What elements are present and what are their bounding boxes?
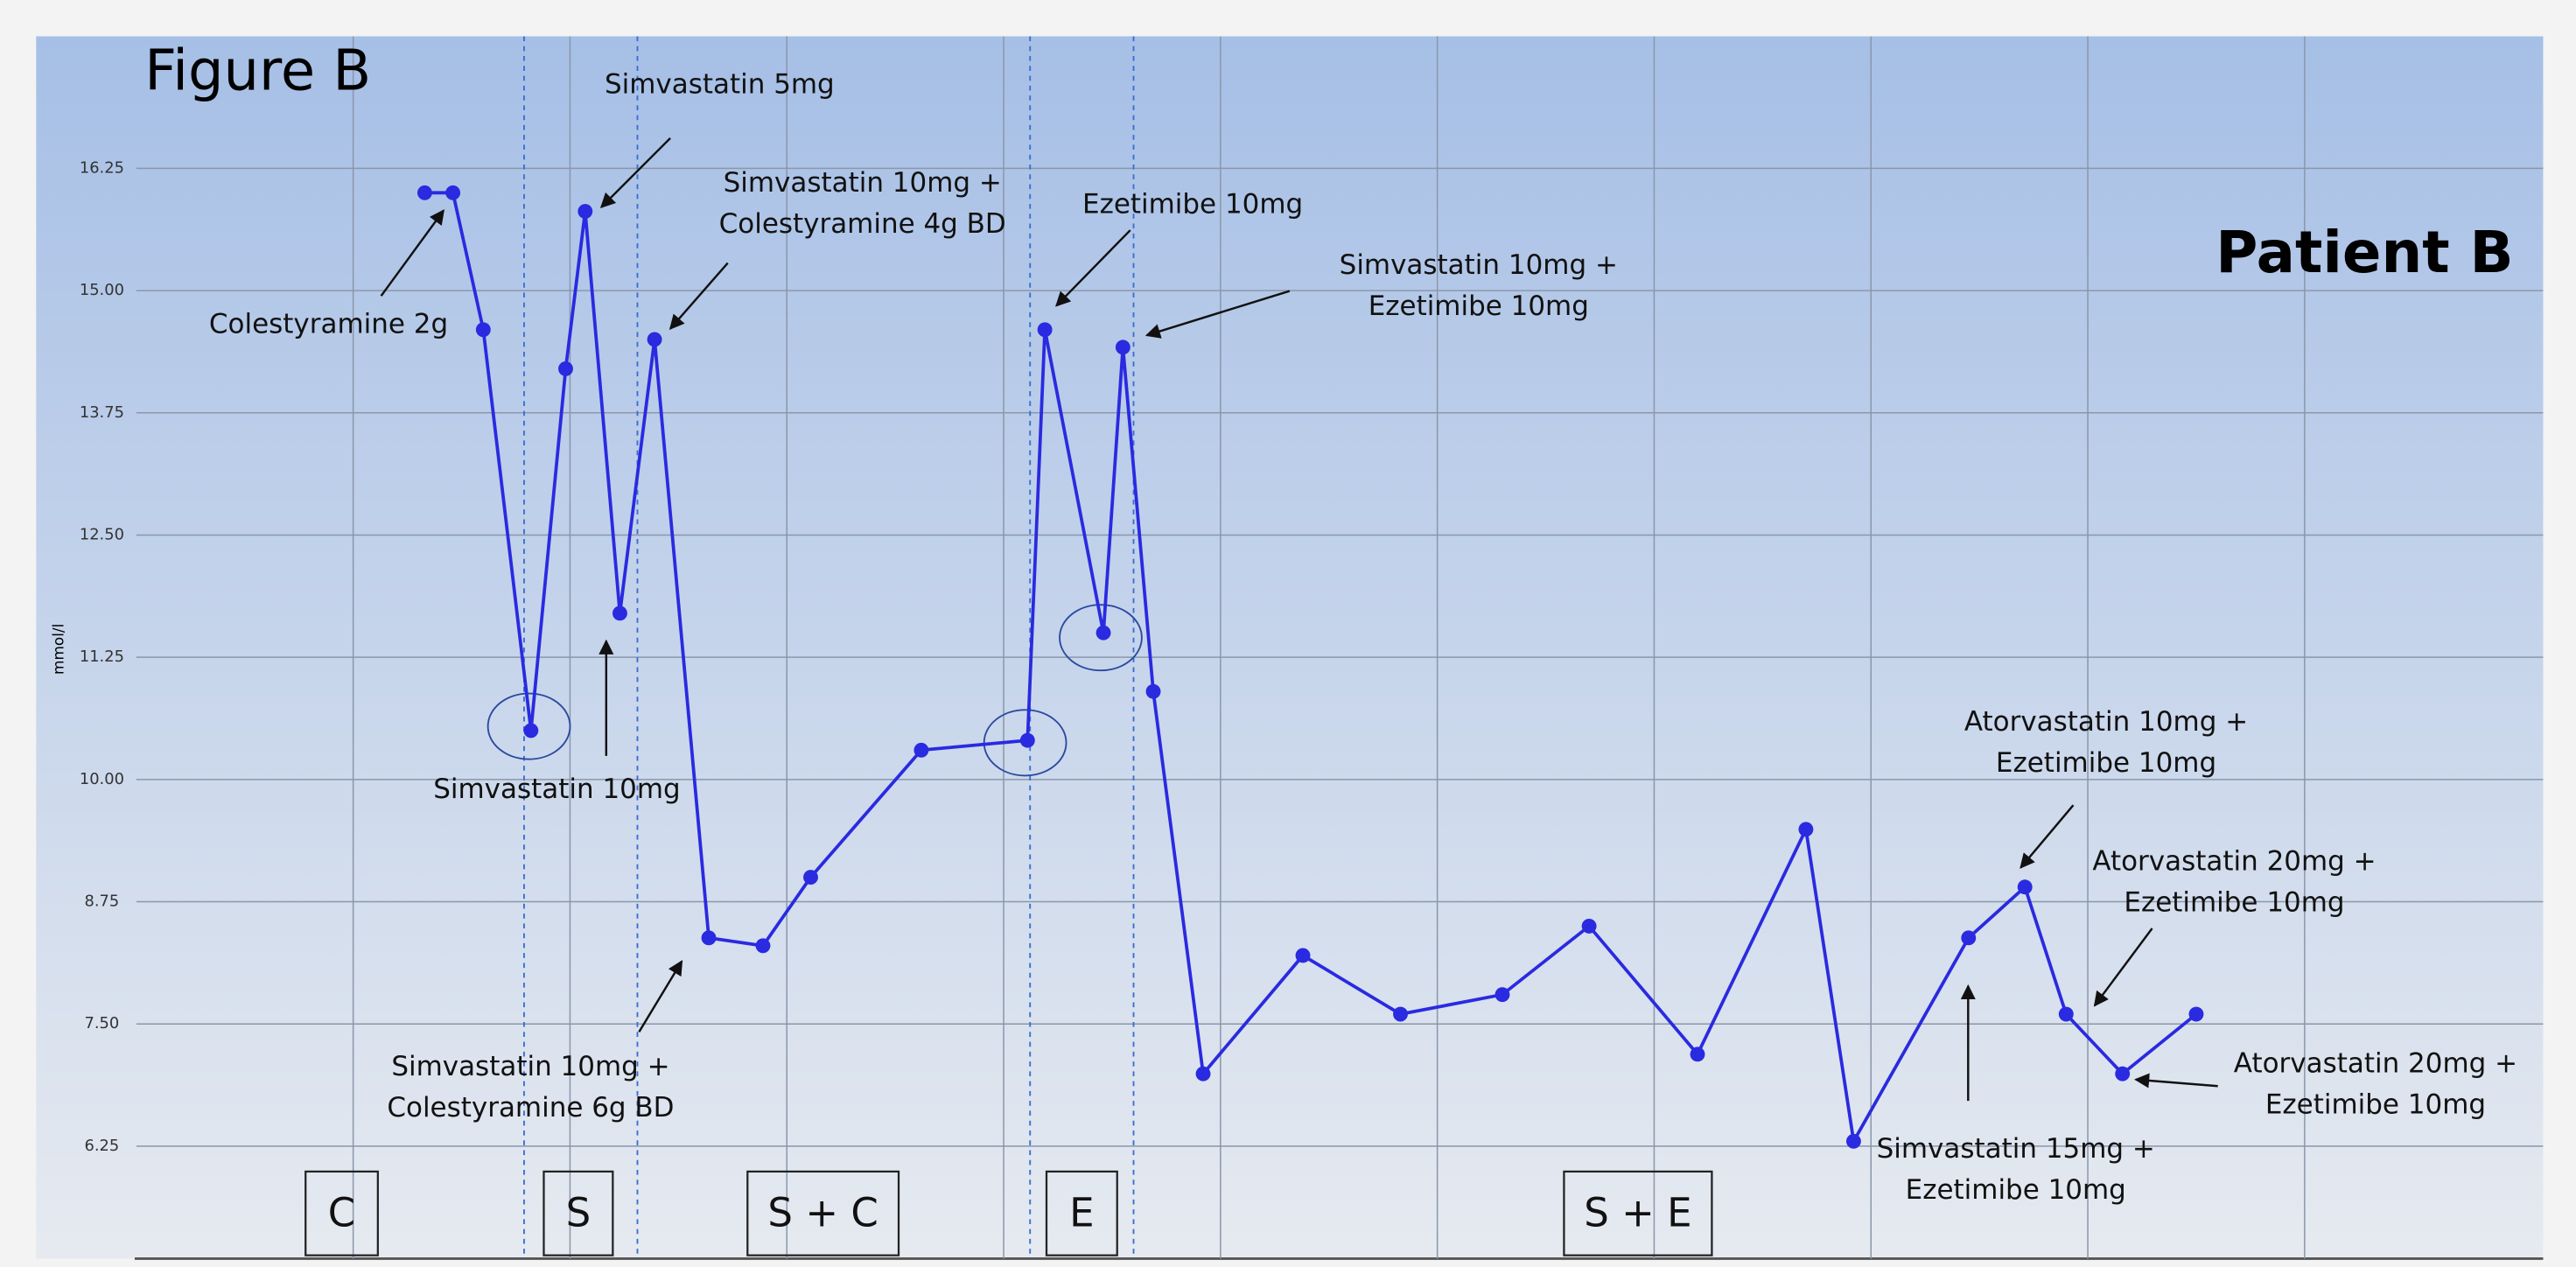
annotation-arrow xyxy=(599,137,671,208)
data-point xyxy=(558,361,573,376)
phase-box xyxy=(1563,1170,1713,1256)
data-point xyxy=(578,204,593,219)
data-point xyxy=(1096,625,1111,640)
data-point xyxy=(1961,930,1977,946)
y-axis-label: mmol/l xyxy=(50,624,67,675)
annotation-text: Atorvastatin 10mg + xyxy=(1964,706,2248,738)
data-point xyxy=(1393,1006,1408,1022)
phase-label: S xyxy=(566,1190,592,1236)
y-tick-label: 7.50 xyxy=(85,1014,120,1032)
data-point xyxy=(1690,1046,1705,1062)
y-tick-label: 13.75 xyxy=(80,403,124,422)
annotation-text: Simvastatin 10mg xyxy=(433,774,680,805)
y-tick-label: 12.50 xyxy=(80,525,124,543)
annotation-text: Atorvastatin 20mg + xyxy=(2234,1047,2517,1079)
chart-title: Figure B xyxy=(144,38,371,103)
y-tick-label: 16.25 xyxy=(80,158,124,177)
y-tick-label: 6.25 xyxy=(85,1137,120,1155)
data-point xyxy=(701,930,717,946)
annotation-text: Atorvastatin 20mg + xyxy=(2092,845,2376,877)
data-point xyxy=(647,332,662,347)
data-point xyxy=(1581,919,1597,934)
annotation-arrow xyxy=(1144,290,1291,339)
annotation-text: Colestyramine 6g BD xyxy=(387,1092,674,1124)
phase-box xyxy=(542,1170,614,1256)
annotation-arrow xyxy=(668,262,729,331)
data-point xyxy=(1845,1133,1861,1149)
y-tick-label: 10.00 xyxy=(80,770,124,788)
annotation-text: Simvastatin 5mg xyxy=(605,68,835,100)
annotation-arrow xyxy=(1055,229,1131,307)
annotation-arrow xyxy=(2093,928,2153,1007)
chart-subtitle: Patient B xyxy=(2216,220,2513,286)
annotation-text: Simvastatin 10mg + xyxy=(1340,249,1618,281)
annotation-arrow xyxy=(2020,804,2075,869)
y-tick-label: 8.75 xyxy=(85,892,120,911)
data-point xyxy=(445,185,461,200)
data-point xyxy=(914,742,929,758)
data-point xyxy=(612,606,627,621)
annotation-arrow xyxy=(380,209,444,297)
data-point xyxy=(1798,822,1814,837)
annotation-text: Ezetimibe 10mg xyxy=(2265,1088,2486,1120)
data-point xyxy=(1019,732,1035,748)
data-point xyxy=(755,938,771,954)
plot-background xyxy=(36,36,2544,1259)
annotation-text: Colestyramine 2g xyxy=(209,308,448,340)
data-point xyxy=(2058,1006,2074,1022)
data-point xyxy=(1494,987,1510,1003)
data-line xyxy=(424,191,2198,1146)
phase-box xyxy=(304,1170,379,1256)
phase-label: S + E xyxy=(1584,1190,1691,1236)
data-point xyxy=(2115,1066,2131,1082)
phase-box xyxy=(1045,1170,1118,1256)
annotation-text: Ezetimibe 10mg xyxy=(1368,290,1589,322)
phase-label: C xyxy=(328,1190,355,1236)
annotation-text: Ezetimibe 10mg xyxy=(1906,1174,2126,1206)
data-point xyxy=(1145,683,1161,699)
annotation-arrow xyxy=(638,960,683,1032)
data-point xyxy=(803,870,818,886)
phase-box xyxy=(746,1170,900,1256)
data-point xyxy=(2017,879,2033,895)
annotation-text: Colestyramine 4g BD xyxy=(719,208,1006,240)
y-tick-label: 15.00 xyxy=(80,281,124,299)
annotation-text: Ezetimibe 10mg xyxy=(2124,886,2344,918)
phase-label: S + C xyxy=(767,1190,878,1236)
data-point xyxy=(1115,340,1130,355)
data-point xyxy=(416,185,432,200)
y-tick-label: 11.25 xyxy=(80,648,124,666)
data-point xyxy=(1195,1066,1211,1082)
annotation-text: Simvastatin 10mg + xyxy=(391,1051,669,1082)
annotation-text: Simvastatin 15mg + xyxy=(1877,1133,2155,1165)
data-point xyxy=(475,322,491,338)
data-point xyxy=(1295,948,1311,963)
data-point xyxy=(1037,322,1053,338)
annotation-text: Ezetimibe 10mg xyxy=(1082,188,1303,220)
annotation-text: Ezetimibe 10mg xyxy=(1996,747,2216,779)
data-point xyxy=(2188,1006,2204,1022)
annotation-text: Simvastatin 10mg + xyxy=(724,167,1002,199)
annotation-arrow xyxy=(2134,1073,2218,1088)
data-point xyxy=(523,723,539,738)
phase-label: E xyxy=(1069,1190,1094,1236)
